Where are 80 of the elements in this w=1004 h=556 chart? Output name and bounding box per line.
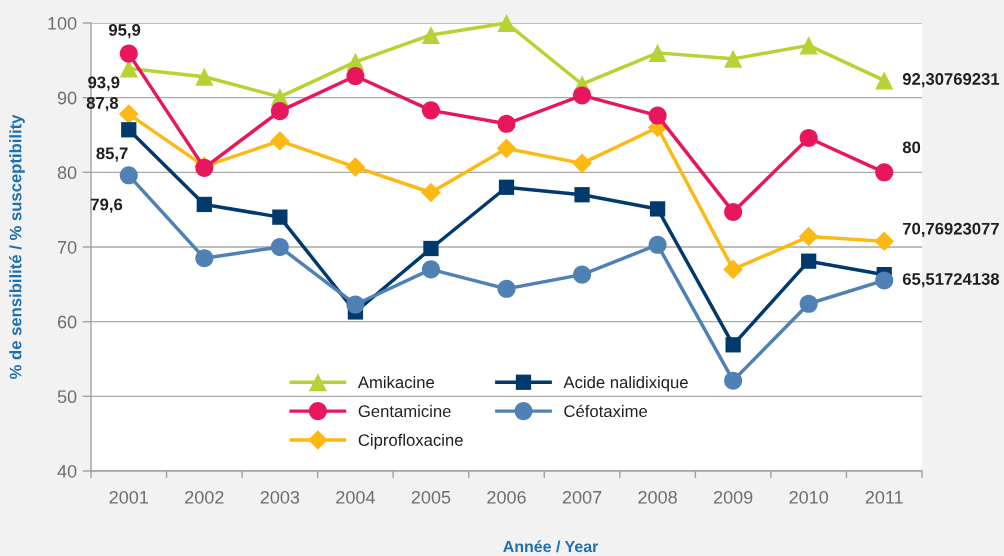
point xyxy=(799,294,818,313)
y-tick-label: 50 xyxy=(57,390,77,404)
point xyxy=(421,25,440,44)
data-label: 95,9 xyxy=(108,24,141,39)
point xyxy=(119,166,138,185)
data-label: 80 xyxy=(902,141,921,154)
legend-label: Céfotaxime xyxy=(564,404,648,418)
y-tick-label: 80 xyxy=(57,166,77,180)
point xyxy=(497,279,516,298)
legend-label: Amikacine xyxy=(357,376,435,389)
point xyxy=(421,260,440,279)
x-axis-title: Année / Year xyxy=(503,540,599,553)
data-label: 65,51724138 xyxy=(902,273,1000,288)
point xyxy=(270,131,290,151)
x-tick-label: 2004 xyxy=(336,490,375,504)
point xyxy=(423,240,439,257)
point xyxy=(648,43,667,62)
point xyxy=(573,86,592,105)
point xyxy=(648,106,667,125)
y-tick-label: 100 xyxy=(48,16,77,30)
y-tick-label: 40 xyxy=(57,464,77,478)
data-label: 79,6 xyxy=(91,198,123,213)
point xyxy=(195,67,214,86)
point xyxy=(119,44,138,63)
data-label: 93,9 xyxy=(88,76,120,91)
point xyxy=(272,209,288,225)
data-label: 87,8 xyxy=(86,97,119,112)
point xyxy=(799,128,818,148)
point xyxy=(649,201,666,217)
legend-label: Ciprofloxacine xyxy=(358,433,463,450)
legend-label: Gentamicine xyxy=(358,404,451,418)
point xyxy=(497,13,516,33)
point xyxy=(799,36,818,55)
point xyxy=(121,122,137,138)
point xyxy=(724,202,743,221)
y-tick-label: 70 xyxy=(57,240,77,254)
point xyxy=(724,49,743,68)
point xyxy=(801,253,817,269)
legend-label: Acide nalidixique xyxy=(563,376,688,392)
point xyxy=(346,295,365,314)
point xyxy=(497,114,516,133)
point xyxy=(195,249,214,268)
x-tick-label: 2009 xyxy=(713,490,753,504)
point xyxy=(875,71,894,90)
point xyxy=(498,179,515,195)
data-label: 85,7 xyxy=(96,147,128,162)
point xyxy=(875,163,894,182)
point xyxy=(574,187,590,203)
x-tick-label: 2008 xyxy=(638,490,677,504)
x-tick-label: 2005 xyxy=(411,490,451,504)
x-tick-label: 2010 xyxy=(789,490,829,504)
point xyxy=(798,226,819,247)
point xyxy=(118,104,139,124)
x-tick-label: 2002 xyxy=(185,490,224,504)
point xyxy=(196,196,212,213)
point xyxy=(572,153,592,174)
data-label: 70,76923077 xyxy=(903,222,999,238)
y-axis-title: % de sensibilité / % susceptibility xyxy=(9,114,25,380)
point xyxy=(874,231,895,252)
y-tick-label: 90 xyxy=(57,91,77,105)
point xyxy=(421,182,441,203)
x-tick-label: 2007 xyxy=(562,490,602,504)
point xyxy=(648,235,667,254)
x-tick-label: 2006 xyxy=(487,490,526,504)
x-tick-label: 2001 xyxy=(109,490,148,504)
point xyxy=(345,157,366,177)
point xyxy=(875,271,894,290)
point xyxy=(723,259,743,280)
point xyxy=(573,265,592,284)
data-label: 92,30769231 xyxy=(902,73,1000,88)
y-tick-label: 60 xyxy=(57,315,77,329)
point xyxy=(346,66,365,86)
x-tick-label: 2011 xyxy=(865,490,903,504)
point xyxy=(270,102,289,121)
point xyxy=(270,237,289,257)
point xyxy=(421,101,440,120)
x-tick-label: 2003 xyxy=(260,490,300,504)
point xyxy=(724,371,743,390)
point xyxy=(496,138,517,159)
point xyxy=(725,337,741,353)
